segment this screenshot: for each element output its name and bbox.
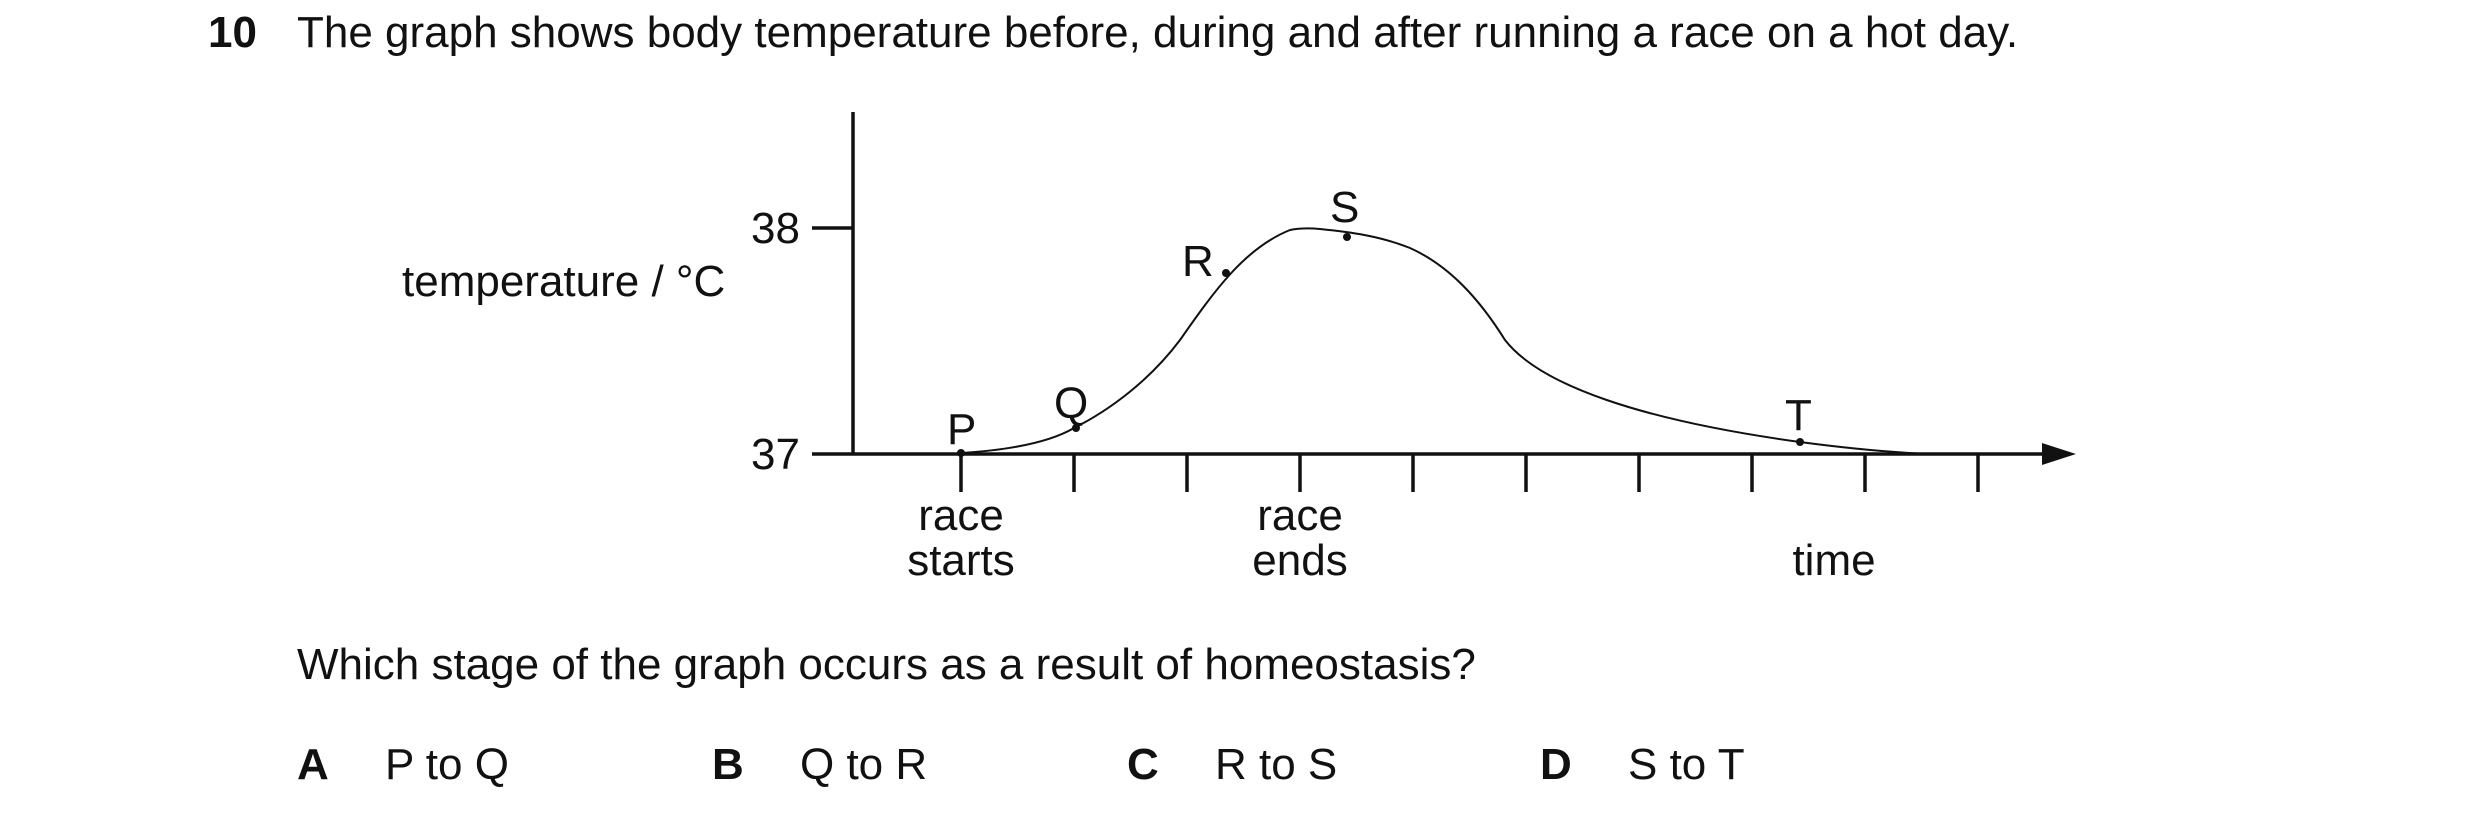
point-q <box>1072 424 1080 432</box>
option-d-letter: D <box>1540 740 1572 789</box>
point-r <box>1222 269 1230 277</box>
option-b-text[interactable]: Q to R <box>800 740 928 789</box>
point-label-p: P <box>947 405 976 454</box>
point-label-t: T <box>1785 391 1812 440</box>
point-label-s: S <box>1330 183 1359 232</box>
option-c-text[interactable]: R to S <box>1215 740 1338 789</box>
y-axis-label: temperature / °C <box>402 257 725 306</box>
temperature-curve <box>960 227 1931 455</box>
option-d-text[interactable]: S to T <box>1628 740 1745 789</box>
point-label-q: Q <box>1054 379 1088 428</box>
point-s <box>1343 233 1351 241</box>
x-axis-arrowhead <box>2042 443 2076 465</box>
option-b-letter: B <box>712 740 744 789</box>
question-prompt: Which stage of the graph occurs as a res… <box>297 640 1476 689</box>
annotation-race-ends-line1: race <box>1257 491 1343 540</box>
question-stem: The graph shows body temperature before,… <box>297 8 2019 57</box>
point-t <box>1796 438 1804 446</box>
point-label-r: R <box>1182 237 1214 286</box>
option-c-letter: C <box>1127 740 1159 789</box>
x-axis-label: time <box>1792 536 1875 585</box>
option-a-letter: A <box>297 740 329 789</box>
y-tick-label-37: 37 <box>751 430 800 479</box>
annotation-race-starts-line2: starts <box>907 536 1015 585</box>
point-p <box>957 449 965 457</box>
annotation-race-ends-line2: ends <box>1252 536 1347 585</box>
option-a-text[interactable]: P to Q <box>385 740 509 789</box>
question-number: 10 <box>208 8 257 57</box>
y-tick-label-38: 38 <box>751 204 800 253</box>
x-ticks <box>959 454 1980 492</box>
annotation-race-starts-line1: race <box>918 491 1004 540</box>
